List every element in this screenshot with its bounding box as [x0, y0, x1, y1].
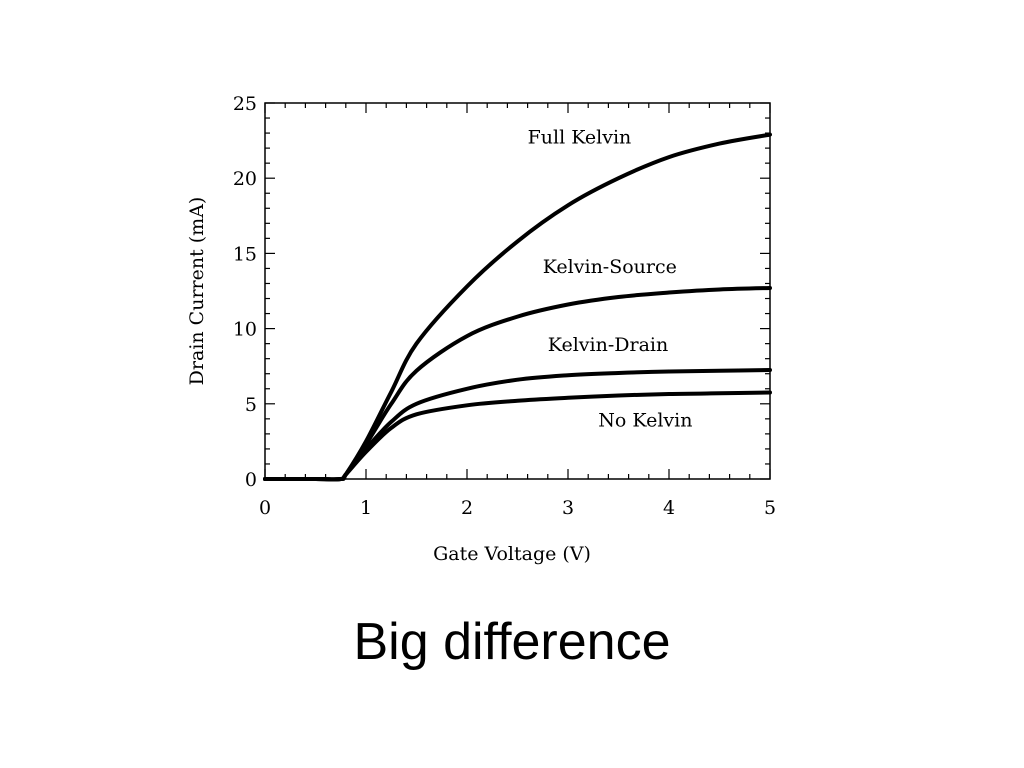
series-line-kelvin-source — [263, 286, 772, 482]
drain-current-chart: 0 1 2 3 4 5 0 5 10 15 20 25 Full Kelvin Kelvin-Sourc… — [186, 93, 776, 565]
x-tick-label: 0 — [259, 497, 271, 519]
y-tick-label: 15 — [233, 243, 257, 265]
axis-tick-labels: 0 1 2 3 4 5 0 5 10 15 20 25 — [233, 93, 776, 519]
slide-caption: Big difference — [353, 613, 671, 671]
x-tick-label: 4 — [663, 497, 675, 519]
x-tick-label: 3 — [562, 497, 574, 519]
series-line-full-kelvin — [263, 132, 772, 482]
plot-frame — [264, 102, 771, 480]
x-tick-label: 2 — [461, 497, 473, 519]
annotation-no-kelvin: No Kelvin — [598, 409, 692, 431]
y-tick-label: 25 — [233, 93, 257, 115]
y-tick-label: 0 — [245, 469, 257, 491]
y-tick-label: 5 — [245, 394, 257, 416]
x-tick-label: 1 — [360, 497, 372, 519]
data-lines — [263, 132, 772, 482]
annotation-kelvin-source: Kelvin-Source — [543, 256, 677, 278]
x-tick-label: 5 — [764, 497, 776, 519]
annotation-full-kelvin: Full Kelvin — [528, 127, 632, 149]
x-axis-label: Gate Voltage (V) — [433, 543, 591, 565]
curve-annotations: Full Kelvin Kelvin-Source Kelvin-Drain No K… — [528, 127, 693, 432]
axis-ticks — [264, 102, 771, 480]
y-tick-label: 10 — [233, 319, 257, 341]
annotation-kelvin-drain: Kelvin-Drain — [548, 334, 668, 356]
series-line-no-kelvin — [263, 390, 772, 482]
series-line-kelvin-drain — [263, 368, 772, 482]
y-axis-label: Drain Current (mA) — [186, 197, 208, 386]
y-tick-label: 20 — [233, 168, 257, 190]
